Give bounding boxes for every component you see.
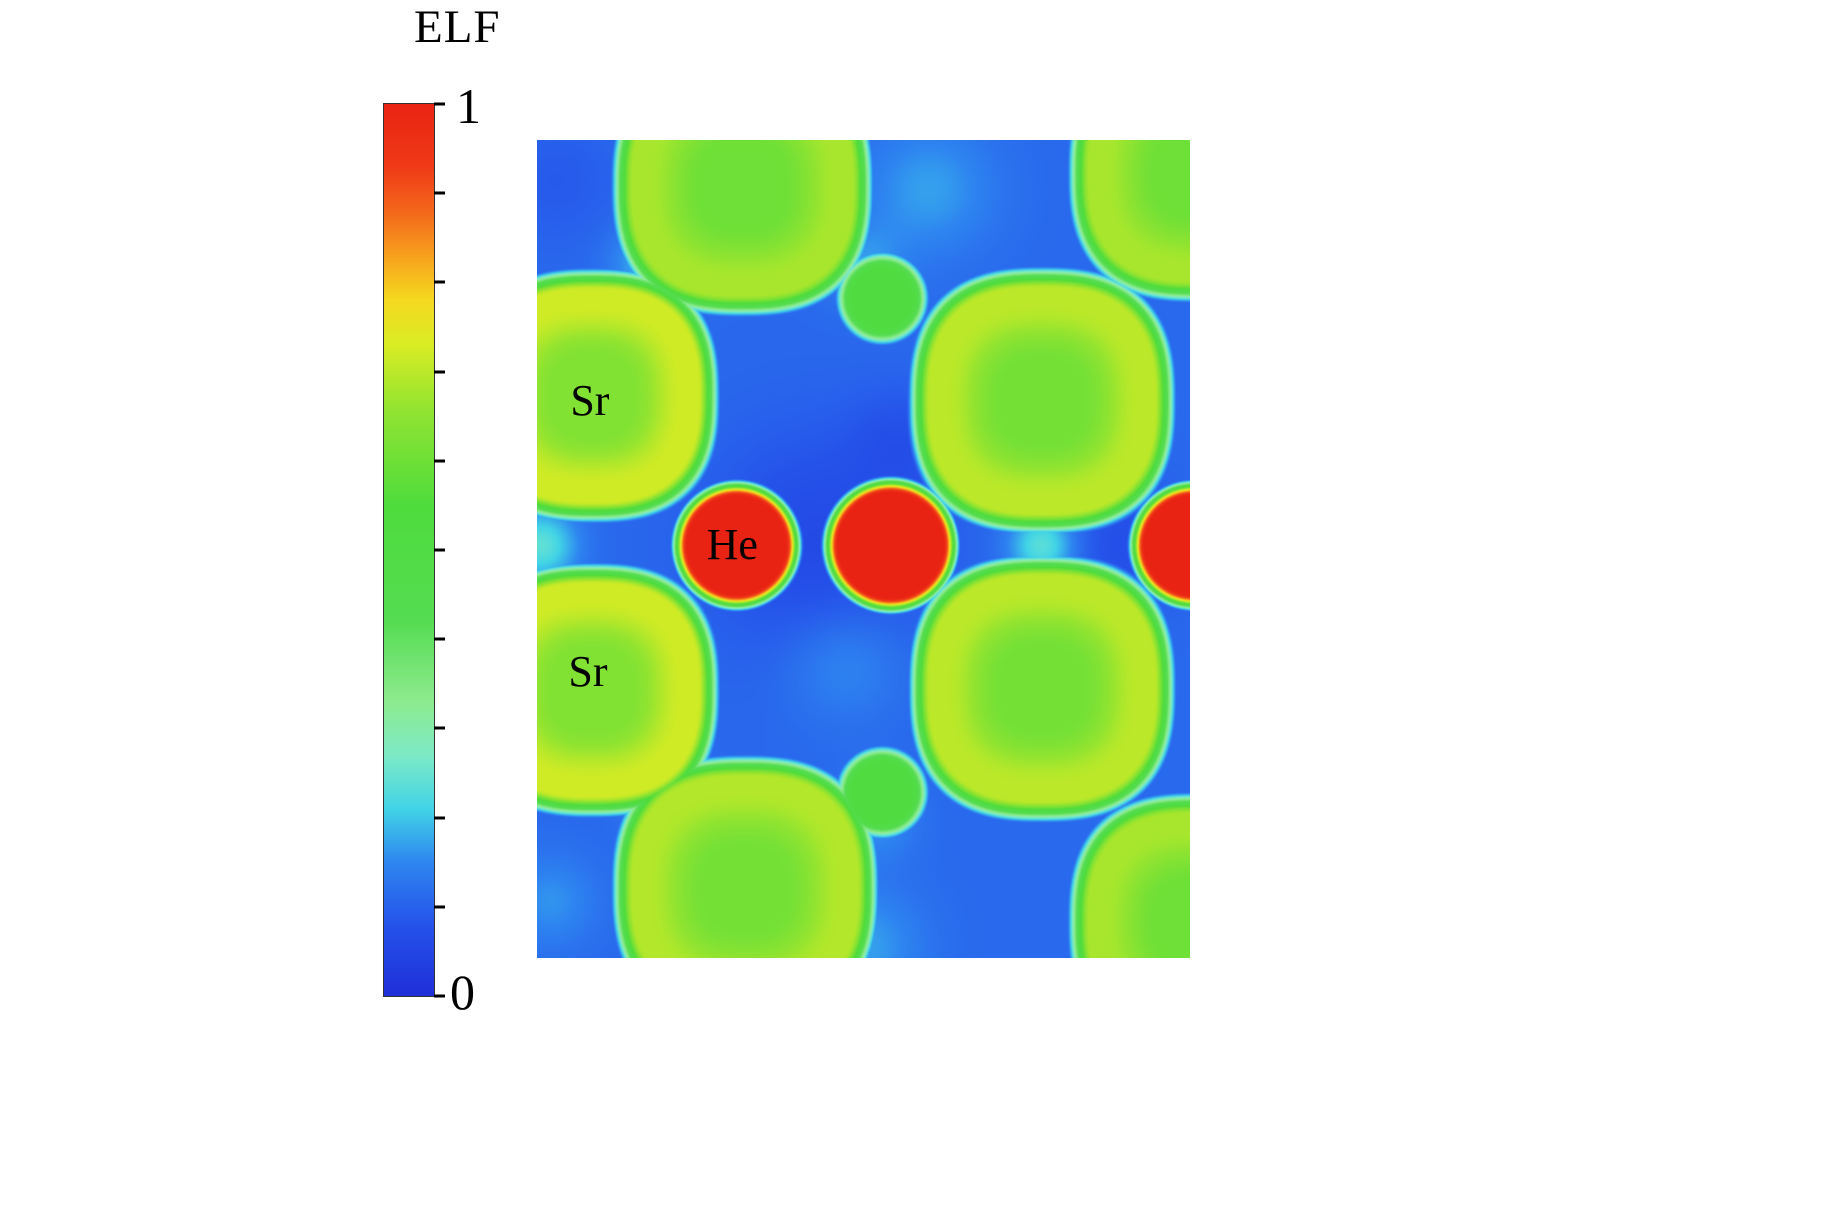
elf-heatmap-canvas (537, 140, 1190, 958)
colorbar-tick (434, 905, 445, 909)
colorbar-tick (434, 548, 445, 552)
colorbar-tick (434, 637, 445, 641)
colorbar-tick (434, 994, 445, 998)
colorbar-title: ELF (414, 1, 501, 53)
colorbar-ticks (384, 102, 445, 998)
colorbar-tick (434, 459, 445, 463)
colorbar-tick (434, 102, 445, 106)
colorbar-gradient (384, 104, 434, 996)
elf-map: Sr He Sr (537, 140, 1190, 958)
atom-label-sr: Sr (570, 375, 610, 425)
atom-label-sr: Sr (568, 646, 608, 696)
colorbar-tick (434, 816, 445, 820)
colorbar-min-label: 0 (450, 964, 475, 1020)
colorbar-max-label: 1 (456, 78, 481, 134)
colorbar (383, 102, 445, 998)
colorbar-tick (434, 280, 445, 284)
colorbar-tick (434, 191, 445, 195)
colorbar-tick (434, 370, 445, 374)
colorbar-tick (434, 726, 445, 730)
atom-label-he: He (706, 519, 758, 569)
